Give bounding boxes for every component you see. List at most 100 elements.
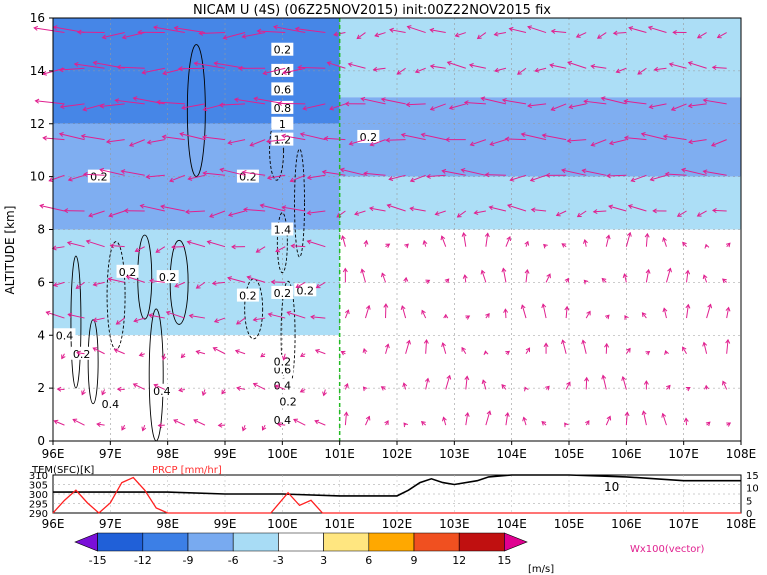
wind-vector-head [363, 239, 369, 245]
wind-vector-head [627, 204, 633, 209]
wind-vector [669, 63, 687, 69]
wind-vector-head [329, 105, 334, 111]
colorbar-box [458, 532, 505, 552]
wind-vector-head [702, 169, 708, 175]
wind-vector [663, 308, 667, 319]
colorbar-box [187, 532, 234, 552]
wind-vector-head [145, 174, 151, 180]
wind-vector-head [626, 347, 631, 353]
wind-vector-head [343, 411, 349, 417]
wind-vector [361, 269, 366, 283]
wind-vector-head [155, 248, 161, 253]
wind-region-0 [53, 18, 340, 124]
wind-vector [442, 170, 466, 176]
wind-vector-head [429, 64, 435, 69]
contour-label-box [271, 285, 294, 299]
wind-vector-head [92, 60, 98, 66]
wind-vector-head [201, 391, 207, 397]
wind-vector [410, 207, 426, 212]
wind-vector-head [402, 382, 408, 388]
wind-vector-head [134, 247, 140, 253]
wind-vector [628, 27, 647, 34]
wind-vector [148, 314, 165, 319]
wind-vector-head [187, 175, 193, 181]
wind-vector [641, 133, 667, 141]
wind-vector [507, 204, 527, 212]
wind-vector [185, 210, 205, 213]
wind-vector-head [550, 106, 556, 112]
wind-vector-head [92, 317, 98, 323]
wind-vector [93, 281, 105, 286]
contour-label: 0.2 [297, 284, 315, 297]
wind-vector [202, 389, 206, 396]
wind-vector-head [486, 410, 492, 416]
wind-vector-head [420, 132, 426, 138]
wind-vector [712, 209, 727, 212]
wind-vector-head [485, 312, 490, 318]
contour-label: 0.2 [239, 290, 257, 303]
wind-vector [291, 245, 306, 248]
wind-vector-head [67, 312, 73, 318]
wind-vector-head [522, 416, 527, 422]
wind-vector-head [92, 347, 98, 352]
wind-vector [593, 210, 607, 213]
wind-vector-head [149, 278, 154, 284]
wind-vectors [33, 24, 732, 432]
wind-vector [220, 168, 246, 176]
wind-vector [243, 208, 266, 212]
wind-vector-head [286, 310, 292, 316]
wind-vector [250, 139, 266, 147]
wind-vector-head [702, 98, 708, 104]
wind-vector-head [441, 416, 447, 422]
wind-vector [236, 387, 246, 390]
wind-vector-head [241, 170, 247, 175]
wind-vector-head [231, 244, 236, 250]
wind-vector-head [725, 306, 731, 312]
surface-annotation: 10 [604, 480, 619, 494]
wind-vector-head [446, 374, 452, 380]
wind-vector-head [347, 62, 353, 68]
wind-vector-head [385, 137, 391, 143]
wind-vector-head [605, 234, 611, 240]
wind-vector [228, 139, 246, 144]
wind-vector-head [567, 60, 573, 66]
wind-vector-head [202, 106, 208, 112]
wind-vector [494, 32, 507, 36]
wind-vector [389, 174, 406, 180]
wind-vector [406, 103, 426, 106]
wind-vector-head [193, 419, 199, 424]
wind-vector-head [414, 68, 420, 74]
wind-vector [68, 174, 85, 181]
contour-label-box [357, 129, 380, 143]
wind-vector [234, 98, 266, 105]
wind-vector-head [365, 304, 371, 310]
surface-x-tick-label: 97E [99, 517, 122, 531]
colorbar-label: 15 [497, 554, 511, 567]
wind-vector-head [456, 213, 462, 218]
wind-vector [223, 32, 246, 39]
wind-vector [121, 170, 145, 176]
wind-vector [322, 171, 346, 176]
wind-vector-head [653, 66, 659, 72]
wind-vector-head [129, 142, 134, 147]
wind-vector [72, 418, 85, 426]
contour-label-box [271, 412, 294, 426]
wind-vector-head [383, 303, 389, 308]
surface-right-tick-label: 10 [746, 484, 759, 495]
wind-vector-head [524, 386, 529, 392]
wind-vector [135, 246, 145, 252]
wind-vector [370, 139, 386, 146]
wind-vector-head [716, 33, 722, 39]
wind-vector-head [236, 320, 241, 325]
wind-vector [314, 420, 326, 426]
wind-vector-head [302, 105, 308, 111]
wind-vector-head [460, 167, 466, 173]
wind-vector-head [293, 418, 298, 424]
wind-vector-head [101, 34, 107, 40]
wind-vector [298, 66, 326, 69]
wind-vector-head [160, 204, 166, 210]
wind-vector-head [249, 142, 255, 147]
wind-vector-head [246, 275, 252, 281]
wind-vector-head [75, 284, 81, 289]
wind-vector [153, 26, 185, 34]
